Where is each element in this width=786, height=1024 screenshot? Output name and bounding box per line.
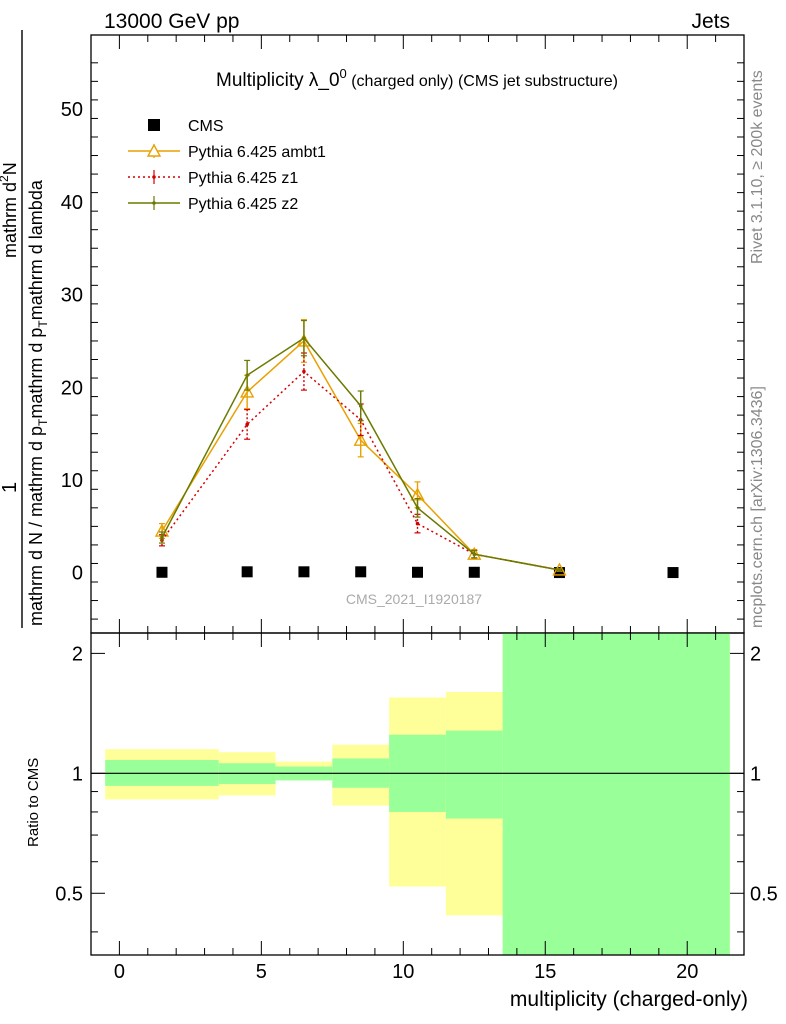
cms-point [667, 567, 679, 579]
legend-label: Pythia 6.425 z2 [188, 196, 298, 213]
header-energy-label: 13000 GeV pp [104, 10, 239, 33]
ratio-xlabel: multiplicity (charged-only) [510, 988, 748, 1011]
cms-point [412, 566, 423, 578]
mcplots-credit-label: mcplots.cern.ch [arXiv:1306.3436] [749, 386, 766, 628]
ylabel-den-part2: mathrm d p [26, 328, 46, 419]
ylabel-top-part1: mathrm d [0, 182, 20, 258]
series-1 [154, 319, 567, 576]
legend-marker [152, 175, 156, 179]
main-ytick-label: 40 [61, 192, 83, 214]
legend-item: CMS [148, 118, 224, 135]
ratio-band-green [502, 633, 730, 955]
legend-marker [152, 201, 156, 205]
main-ticks: 0 10 20 30 40 50 [61, 35, 744, 633]
ratio-xtick-label: 15 [534, 961, 556, 983]
legend-marker [146, 143, 162, 157]
cms-point [298, 566, 310, 578]
ylabel-den-part1: mathrm d N / mathrm d p [26, 426, 46, 626]
mc-point [353, 432, 368, 446]
ratio-xtick-label: 5 [256, 961, 267, 983]
mc-point [358, 404, 363, 408]
ratio-frame [90, 632, 745, 956]
series-2 [158, 352, 563, 572]
ratio-xtick-label: 0 [114, 961, 125, 983]
legend-item: Pythia 6.425 ambt1 [128, 143, 326, 161]
ylabel-top-part2: N [0, 162, 20, 175]
mc-point [160, 535, 164, 540]
main-ytick-label: 50 [61, 99, 83, 121]
rivet-version-label: Rivet 3.1.10, ≥ 200k events [749, 70, 766, 264]
ratio-ytick-label-right: 1 [750, 763, 761, 785]
cms-point [468, 566, 480, 578]
legend: CMS Pythia 6.425 ambt1 Pythia 6.425 z1 Pyth… [128, 118, 326, 213]
chart-title-main: Multiplicity λ_0 [216, 70, 340, 91]
legend-label: CMS [188, 118, 224, 135]
mc-point [245, 373, 249, 378]
legend-label: Pythia 6.425 ambt1 [188, 144, 326, 161]
main-marks [154, 319, 679, 579]
ratio-ytick-label: 2 [72, 643, 83, 665]
chart-title-superscript: 0 [340, 66, 347, 81]
ratio-ylabel: Ratio to CMS [25, 758, 42, 847]
series-0 [156, 566, 679, 579]
legend-item: Pythia 6.425 z2 [128, 196, 298, 213]
main-ytick-label: 0 [72, 563, 83, 585]
ratio-xtick-label: 10 [392, 961, 414, 983]
main-ytick-label: 20 [61, 377, 83, 399]
cms-point [355, 566, 367, 578]
legend-marker [148, 119, 160, 131]
ratio-ticks: 0 5 10 15 20 0.5 0.5 1 1 2 2 [55, 633, 778, 983]
ylabel-den-sub1: T [36, 418, 50, 426]
mc-point [302, 369, 306, 374]
ylabel-denominator: mathrm d N / mathrm d pTmathrm d pTmathr… [26, 179, 50, 626]
main-ytick-label: 30 [61, 285, 83, 307]
ylabel-numerator-top: mathrm d2N [0, 162, 20, 258]
mc-point [415, 521, 420, 526]
ratio-ytick-label: 1 [72, 763, 83, 785]
mc-point [467, 546, 482, 560]
ylabel-numerator: 1 [0, 482, 21, 493]
series-3 [158, 319, 563, 572]
mc-point [239, 384, 255, 398]
main-ytick-label: 10 [61, 470, 83, 492]
analysis-watermark: CMS_2021_I1920187 [346, 591, 482, 607]
ylabel-den-part3: mathrm d lambda [26, 179, 46, 320]
legend-item: Pythia 6.425 z1 [128, 170, 298, 187]
ratio-plot: 0 5 10 15 20 0.5 0.5 1 1 2 2 Ratio to CMS multipli… [25, 632, 778, 1011]
chart-title-suffix: (charged only) (CMS jet substructure) [347, 73, 618, 90]
ratio-band-green [445, 730, 503, 819]
ylabel-top-sup: 2 [0, 175, 11, 182]
cms-point [156, 566, 168, 578]
mc-point [415, 506, 420, 510]
mc-point [472, 552, 477, 556]
header-process-label: Jets [691, 10, 730, 33]
ylabel-den-sub2: T [36, 320, 50, 328]
mc-point [245, 422, 249, 427]
legend-label: Pythia 6.425 z1 [188, 170, 298, 187]
ratio-xtick-label: 20 [676, 961, 698, 983]
ratio-ytick-label-right: 0.5 [750, 883, 778, 905]
mc-point [557, 568, 562, 572]
ratio-ytick-label-right: 2 [750, 643, 761, 665]
cms-point [553, 567, 565, 579]
mc-point [302, 336, 306, 340]
main-ylabel: 1 mathrm d N / mathrm d pTmathrm d pTmat… [0, 30, 50, 628]
ratio-ytick-label: 0.5 [55, 883, 83, 905]
cms-point [241, 566, 253, 578]
ratio-bands [105, 633, 730, 955]
chart-title: Multiplicity λ_00 (charged only) (CMS je… [216, 66, 618, 91]
